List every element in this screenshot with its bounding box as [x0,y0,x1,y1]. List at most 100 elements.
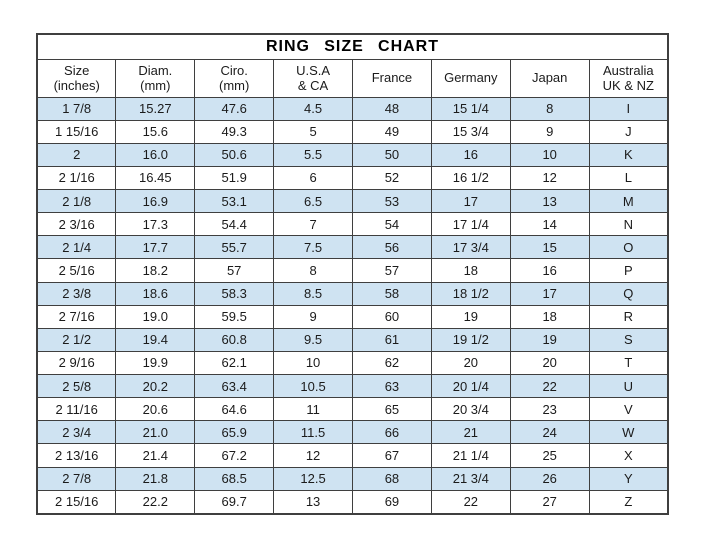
table-cell: 49.3 [194,119,275,144]
table-cell: 12 [273,443,353,468]
table-row: 1 15/16 15.6 49.3 5 49 15 3/4 9 J [36,119,669,144]
table-cell: 2 3/8 [36,281,117,306]
table-row: 2 1/8 16.9 53.1 6.5 53 17 13 M [36,188,669,214]
table-cell: 16 [430,142,511,167]
table-cell: 53.1 [194,188,275,214]
column-header: Japan [509,58,590,98]
table-cell: 15.27 [115,96,196,121]
table-cell: 25 [509,443,590,468]
table-cell: 5.5 [273,142,353,167]
column-header: Germany [430,58,511,98]
table-cell: 18 [430,258,511,283]
chart-title: RING SIZE CHART [36,33,669,60]
table-cell: 64.6 [194,397,275,422]
header-row: Size (inches) Diam. (mm) Ciro. (mm) U.S.A & CA F… [36,58,669,98]
table-cell: 18.6 [115,281,196,306]
table-cell: 4.5 [273,96,353,121]
table-cell: 23 [509,397,590,422]
table-cell: 19 [509,327,590,352]
table-cell: 22.2 [115,489,196,515]
table-cell: X [588,443,669,468]
table-cell: 62.1 [194,350,275,376]
table-cell: 69.7 [194,489,275,515]
table-cell: 2 1/16 [36,165,117,191]
table-cell: M [588,188,669,214]
table-cell: 21.0 [115,420,196,445]
table-cell: R [588,304,669,329]
table-cell: O [588,235,669,260]
column-header: U.S.A & CA [273,58,353,98]
table-body: 1 7/8 15.27 47.6 4.5 48 15 1/4 8 I 1 15/16 15.6 49… [36,96,669,515]
table-row: 2 3/4 21.0 65.9 11.5 66 21 24 W [36,420,669,445]
table-cell: 15 1/4 [430,96,511,121]
table-cell: 2 5/16 [36,258,117,283]
table-cell: 7 [273,212,353,237]
table-cell: 2 7/16 [36,304,117,329]
table-cell: 2 5/8 [36,373,117,399]
table-row: 2 1/16 16.45 51.9 6 52 16 1/2 12 L [36,165,669,191]
table-cell: J [588,119,669,144]
table-cell: 2 3/16 [36,212,117,237]
table-cell: 60 [352,304,432,329]
table-cell: 68.5 [194,466,275,491]
table-cell: 26 [509,466,590,491]
table-cell: 62 [352,350,432,376]
table-cell: 53 [352,188,432,214]
table-cell: 5 [273,119,353,144]
table-cell: 67.2 [194,443,275,468]
table-cell: 57 [194,258,275,283]
column-header: Size (inches) [36,58,117,98]
table-cell: 56 [352,235,432,260]
table-cell: 17 [430,188,511,214]
table-cell: 51.9 [194,165,275,191]
table-cell: 2 11/16 [36,397,117,422]
table-cell: 50.6 [194,142,275,167]
column-header: France [352,58,432,98]
table-cell: 68 [352,466,432,491]
column-header: Ciro. (mm) [194,58,275,98]
table-cell: 59.5 [194,304,275,329]
table-cell: 6 [273,165,353,191]
table-row: 2 9/16 19.9 62.1 10 62 20 20 T [36,350,669,376]
table-cell: 49 [352,119,432,144]
table-cell: L [588,165,669,191]
table-cell: 20.2 [115,373,196,399]
table-cell: 18.2 [115,258,196,283]
table-cell: T [588,350,669,376]
table-cell: 10 [273,350,353,376]
table-row: 2 7/8 21.8 68.5 12.5 68 21 3/4 26 Y [36,466,669,491]
table-cell: 50 [352,142,432,167]
table-cell: 2 [36,142,117,167]
table-cell: Y [588,466,669,491]
table-cell: 15 3/4 [430,119,511,144]
table-cell: S [588,327,669,352]
table-cell: 20 [430,350,511,376]
table-cell: 9 [509,119,590,144]
table-cell: 18 1/2 [430,281,511,306]
table-cell: Q [588,281,669,306]
table-cell: I [588,96,669,121]
table-cell: 63.4 [194,373,275,399]
ring-size-chart-table: RING SIZE CHART Size (inches) Diam. (mm) Cir… [36,33,669,515]
table-cell: Z [588,489,669,515]
table-head: RING SIZE CHART Size (inches) Diam. (mm) Cir… [36,33,669,98]
table-cell: 21.4 [115,443,196,468]
table-cell: V [588,397,669,422]
table-cell: 52 [352,165,432,191]
table-cell: 63 [352,373,432,399]
table-cell: 48 [352,96,432,121]
table-cell: 65.9 [194,420,275,445]
table-cell: 21.8 [115,466,196,491]
table-cell: 18 [509,304,590,329]
table-cell: W [588,420,669,445]
table-cell: 2 13/16 [36,443,117,468]
table-cell: 21 3/4 [430,466,511,491]
table-cell: 21 [430,420,511,445]
table-cell: 7.5 [273,235,353,260]
table-cell: 8 [273,258,353,283]
table-cell: 14 [509,212,590,237]
table-cell: 22 [509,373,590,399]
table-row: 2 11/16 20.6 64.6 11 65 20 3/4 23 V [36,397,669,422]
table-cell: 27 [509,489,590,515]
table-cell: 19 1/2 [430,327,511,352]
